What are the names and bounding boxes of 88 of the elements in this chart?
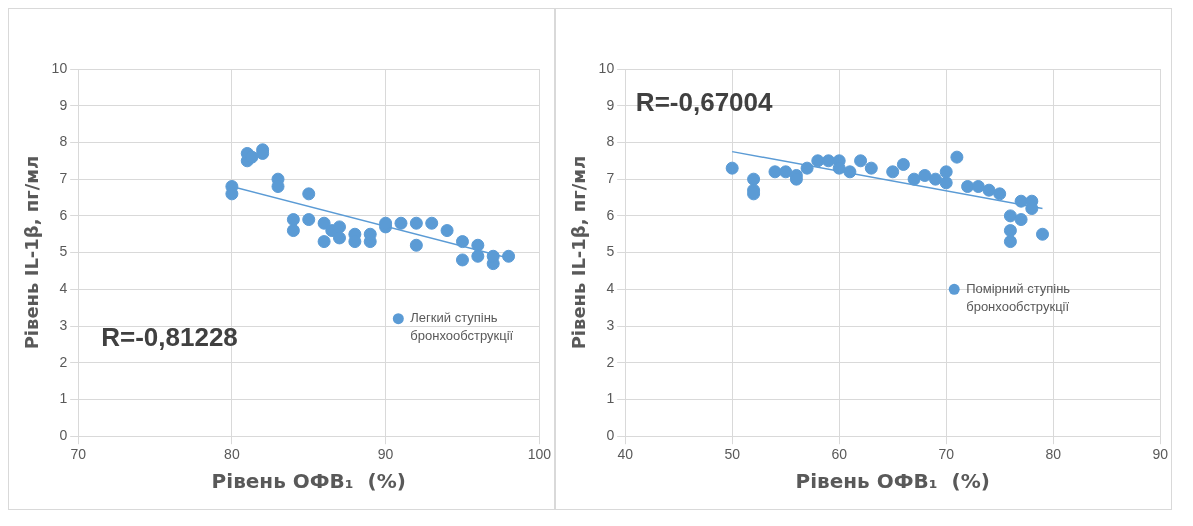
point [993, 187, 1007, 201]
y-tick-label: 2 [59, 353, 68, 370]
point [779, 165, 793, 179]
point [907, 172, 921, 186]
y-tick-label: 1 [59, 390, 68, 407]
y-tick-label: 4 [606, 280, 615, 297]
y-tick-label: 2 [606, 353, 615, 370]
y-tick-label: 9 [59, 96, 68, 113]
legend-label: Помірний ступінь бронхообструкції [966, 280, 1071, 314]
x-axis-title: Рівень ОФВ₁ (%) [211, 469, 406, 494]
point [896, 157, 910, 171]
y-tick-label: 10 [598, 59, 615, 76]
point [317, 216, 331, 230]
y-tick-label: 6 [606, 206, 615, 223]
y-tick-label: 4 [59, 280, 68, 297]
x-tick-label: 70 [938, 446, 955, 463]
point [471, 238, 485, 252]
y-axis-title: Рівень IL-1β, пг/мл [21, 155, 43, 350]
point [918, 168, 932, 182]
point [332, 231, 346, 245]
x-tick-label: 90 [377, 446, 394, 463]
point [1036, 227, 1050, 241]
point [317, 235, 331, 249]
point [471, 249, 485, 263]
annotation: R=-0,67004 [635, 87, 774, 118]
x-tick-label: 70 [70, 446, 87, 463]
point [502, 249, 516, 263]
y-tick-label: 3 [59, 316, 68, 333]
y-tick-label: 1 [606, 390, 615, 407]
point [939, 176, 953, 190]
y-tick-label: 3 [606, 316, 615, 333]
point [950, 150, 964, 164]
point [409, 216, 423, 230]
point [455, 253, 469, 267]
point [811, 154, 825, 168]
y-tick-label: 6 [59, 206, 68, 223]
y-tick-label: 8 [59, 133, 68, 150]
point [409, 238, 423, 252]
point [821, 154, 835, 168]
point [864, 161, 878, 175]
y-tick-label: 9 [606, 96, 615, 113]
point [286, 213, 300, 227]
x-tick-label: 50 [724, 446, 741, 463]
point [768, 165, 782, 179]
point [286, 224, 300, 238]
x-tick-label: 60 [831, 446, 848, 463]
y-tick-label: 0 [59, 427, 68, 444]
point [961, 180, 975, 193]
point [982, 183, 996, 197]
legend-label: Легкий ступінь бронхообструкції [410, 310, 514, 344]
y-tick-label: 5 [606, 243, 615, 260]
y-tick-label: 0 [606, 427, 615, 444]
point [1003, 235, 1017, 249]
y-tick-label: 5 [59, 243, 68, 260]
point [843, 165, 857, 179]
point [971, 180, 985, 193]
x-tick-label: 80 [1045, 446, 1062, 463]
point [394, 216, 408, 230]
x-tick-label: 40 [617, 446, 634, 463]
point [302, 213, 316, 227]
x-tick-label: 90 [1152, 446, 1169, 463]
point [332, 220, 346, 234]
point [854, 154, 868, 168]
point [425, 216, 439, 230]
point [302, 187, 316, 201]
y-tick-label: 10 [51, 59, 68, 76]
point [747, 172, 761, 186]
y-tick-label: 7 [59, 170, 68, 187]
point [800, 161, 814, 175]
point [929, 172, 942, 186]
point [939, 165, 953, 179]
point [1003, 224, 1017, 238]
y-tick-label: 7 [606, 170, 615, 187]
point [440, 224, 454, 238]
x-tick-label: 100 [527, 446, 552, 463]
point [348, 235, 362, 249]
y-tick-label: 8 [606, 133, 615, 150]
point [886, 165, 900, 179]
y-axis-title: Рівень IL-1β, пг/мл [568, 155, 590, 350]
point [271, 180, 285, 193]
point [1014, 213, 1028, 227]
x-axis-title: Рівень ОФВ₁ (%) [795, 469, 990, 494]
annotation: R=-0,81228 [101, 322, 238, 353]
point [725, 161, 739, 175]
point [455, 235, 469, 249]
x-tick-label: 80 [224, 446, 240, 463]
point [1003, 209, 1017, 223]
point [1014, 194, 1028, 208]
